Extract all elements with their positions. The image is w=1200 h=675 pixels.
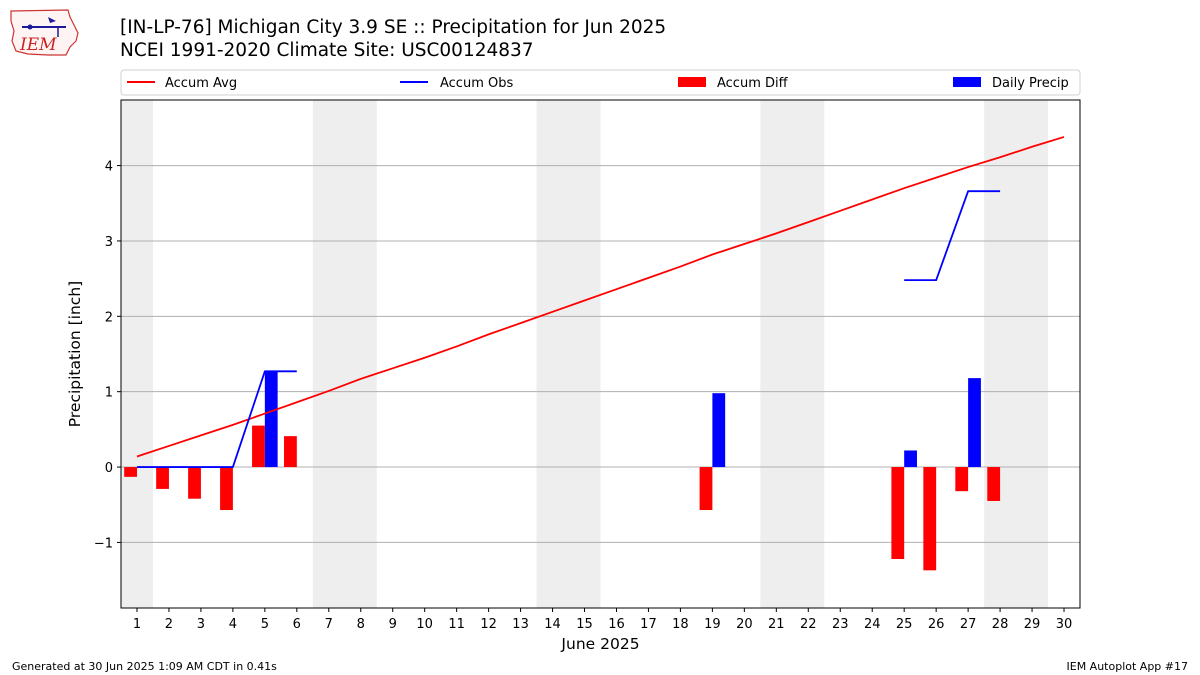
chart-title: [IN-LP-76] Michigan City 3.9 SE :: Preci… — [120, 17, 667, 38]
legend-bar-handle — [953, 77, 981, 87]
accum-diff-bar — [955, 467, 969, 492]
x-tick-label: 24 — [864, 617, 881, 632]
accum-diff-bar — [284, 436, 297, 468]
x-tick-label: 6 — [293, 617, 301, 632]
accum-diff-bar — [923, 467, 937, 571]
daily-precip-bar — [712, 393, 726, 468]
x-tick-label: 18 — [672, 617, 689, 632]
x-tick-label: 23 — [832, 617, 849, 632]
x-tick-label: 13 — [512, 617, 529, 632]
x-tick-label: 28 — [992, 617, 1009, 632]
y-tick-label: 0 — [105, 461, 113, 476]
y-tick-label: 3 — [105, 235, 113, 250]
x-tick-label: 15 — [576, 617, 593, 632]
line-series — [136, 136, 1065, 468]
x-tick-label: 11 — [448, 617, 465, 632]
x-tick-label: 19 — [704, 617, 721, 632]
x-tick-label: 29 — [1024, 617, 1041, 632]
plot-frame — [120, 99, 1081, 609]
weekend-band — [121, 100, 153, 608]
y-tick-label: 2 — [105, 310, 113, 325]
y-axis-ticks: −1 0 1 2 3 4 — [94, 160, 121, 551]
accum-diff-bar — [252, 425, 265, 468]
accum-diff-bar — [156, 467, 169, 489]
x-tick-label: 1 — [133, 617, 141, 632]
bar-series — [124, 371, 1001, 571]
x-tick-label: 20 — [736, 617, 753, 632]
legend-label: Accum Avg — [165, 76, 237, 91]
accum-avg-line — [136, 136, 1065, 458]
grid-lines — [121, 165, 1080, 543]
x-tick-label: 5 — [261, 617, 269, 632]
x-tick-label: 4 — [229, 617, 237, 632]
x-tick-label: 14 — [544, 617, 561, 632]
x-tick-label: 12 — [480, 617, 497, 632]
x-tick-label: 26 — [928, 617, 945, 632]
x-axis-label: June 2025 — [560, 635, 639, 653]
x-tick-label: 25 — [896, 617, 913, 632]
legend-label: Accum Obs — [440, 76, 513, 91]
accum-diff-bar — [891, 467, 905, 560]
weekend-band — [536, 100, 601, 608]
y-tick-label: 1 — [105, 386, 113, 401]
x-tick-label: 30 — [1056, 617, 1073, 632]
iowa-outline-icon — [10, 9, 79, 56]
app-credit: IEM Autoplot App #17 — [1066, 660, 1189, 673]
x-tick-label: 2 — [165, 617, 173, 632]
x-tick-label: 21 — [768, 617, 785, 632]
logo-text: IEM — [19, 35, 57, 55]
accum-diff-bar — [220, 467, 233, 511]
x-axis-ticks: 1 2 3 4 5 6 7 8 9 10 11 12 13 14 15 16 17 18 19 20 21 22 23 24 2… — [133, 608, 1072, 632]
y-tick-label: 4 — [105, 160, 113, 175]
chart-subtitle: NCEI 1991-2020 Climate Site: USC00124837 — [120, 40, 534, 61]
x-tick-label: 10 — [416, 617, 433, 632]
accum-diff-bar — [987, 467, 1001, 501]
x-tick-label: 8 — [357, 617, 365, 632]
y-axis-label: Precipitation [inch] — [66, 281, 84, 427]
weekend-band — [760, 100, 825, 608]
x-tick-label: 7 — [325, 617, 333, 632]
daily-precip-bar — [264, 371, 278, 468]
x-tick-label: 22 — [800, 617, 817, 632]
x-tick-label: 9 — [389, 617, 397, 632]
x-tick-label: 3 — [197, 617, 205, 632]
daily-precip-bar — [904, 450, 917, 468]
weekend-band — [312, 100, 377, 608]
x-tick-label: 27 — [960, 617, 977, 632]
legend-bar-handle — [678, 77, 706, 87]
generated-timestamp: Generated at 30 Jun 2025 1:09 AM CDT in … — [12, 660, 277, 673]
x-tick-label: 16 — [608, 617, 625, 632]
accum-obs-line — [136, 370, 297, 468]
accum-obs-line — [904, 190, 1001, 282]
legend-box — [120, 69, 1081, 96]
accum-diff-bar — [124, 467, 137, 477]
weekend-band — [984, 100, 1049, 608]
accum-diff-bar — [188, 467, 201, 499]
weekend-bands — [121, 100, 1049, 608]
wind-vane-icon — [48, 17, 56, 23]
daily-precip-bar — [968, 378, 981, 468]
iem-logo: IEM — [10, 9, 79, 56]
legend-label: Daily Precip — [992, 76, 1069, 91]
y-tick-label: −1 — [94, 536, 113, 551]
legend-label: Accum Diff — [717, 76, 789, 91]
legend: Accum Avg Accum Obs Accum Diff Daily Precip — [120, 69, 1081, 96]
station-dot-icon — [27, 24, 33, 30]
accum-diff-bar — [699, 467, 713, 511]
x-tick-label: 17 — [640, 617, 657, 632]
